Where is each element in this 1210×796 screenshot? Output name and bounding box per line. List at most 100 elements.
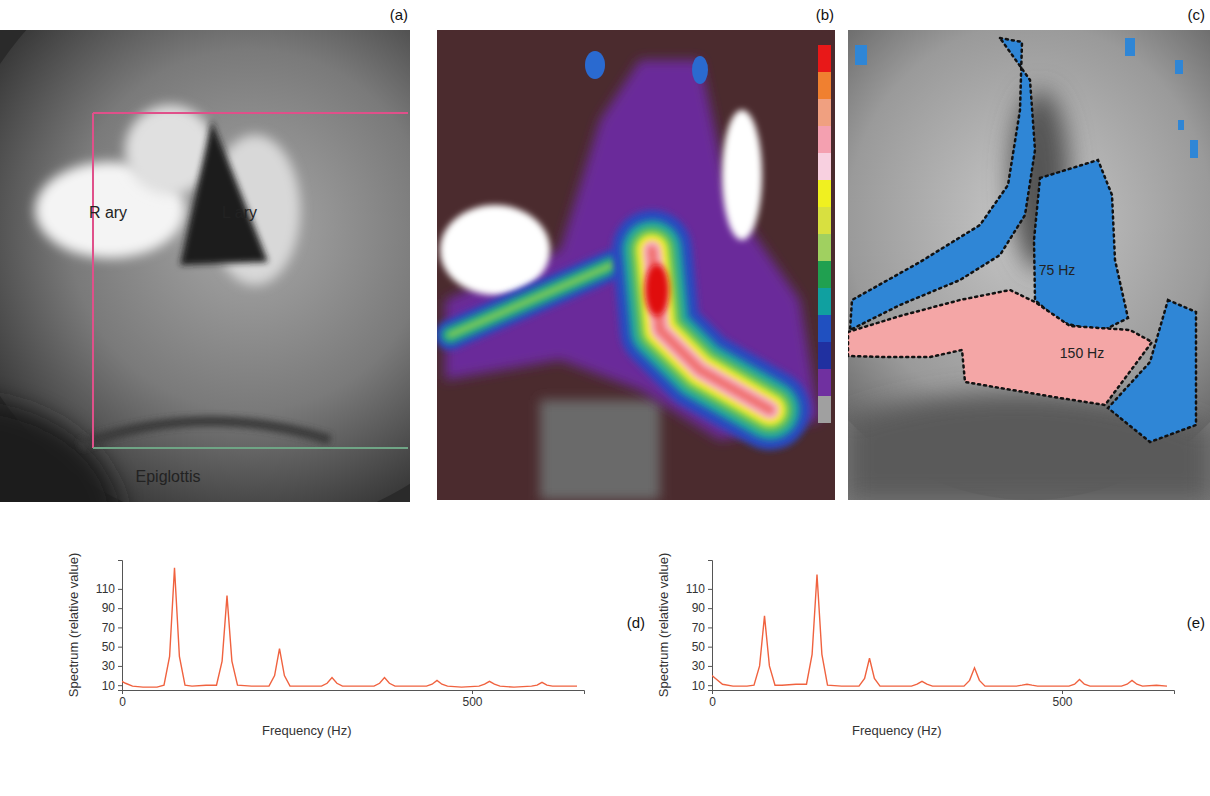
activity-blob [652,250,770,410]
y-tick-label: 70 [692,621,706,635]
x-tick-label: 500 [462,695,482,709]
y-tick-mark [708,647,712,648]
y-tick-label: 50 [692,640,706,654]
image-label: L ary [222,204,257,221]
panel-a [0,30,410,502]
x-axis-title: Frequency (Hz) [262,723,352,738]
colorbar-swatch [818,315,831,342]
y-tick-label: 30 [692,659,706,673]
image-field [848,30,1210,500]
streak [450,265,612,335]
colorbar-swatch [818,288,831,315]
y-tick-label: 110 [96,582,115,596]
scope-edge [0,400,120,502]
blue-speck [1178,120,1184,130]
y-tick-label: 10 [102,679,116,693]
x-axis-line [713,691,1175,695]
streak [450,265,612,335]
blue-region [1108,300,1196,442]
image-label: Epiglottis [136,468,201,485]
white-patch-left [440,205,550,295]
y-tick: 90 [692,601,712,615]
panel-letter: (d) [627,614,645,631]
blue-speck [1125,38,1135,56]
spectrum-chart: 05001030507090110Spectrum (relative valu… [656,553,1205,738]
panel-c [848,30,1210,500]
y-tick-label: 10 [692,679,706,693]
blue-dot [692,56,708,84]
x-axis-line [123,691,585,695]
colorbar-swatch [818,369,831,396]
activity-blob [652,250,770,410]
y-axis-title: Spectrum (relative value) [66,553,81,698]
y-tick: 70 [692,621,712,635]
spectrum-line [122,568,577,687]
roi-left [92,113,94,448]
y-tick-mark [118,685,122,686]
y-tick: 10 [692,679,712,693]
colorbar-swatch [818,180,831,207]
y-tick-label: 30 [102,659,116,673]
activity-blob [652,250,770,410]
map-gray-patch [540,400,660,500]
colorbar-swatch [818,207,831,234]
x-axis: 0 500 [709,690,1174,709]
blue-region [850,38,1035,330]
blue-region [1034,160,1128,332]
activity-blob [652,250,770,410]
y-tick-mark [708,685,712,686]
colorbar-swatch [818,342,831,369]
map-background [437,30,835,500]
x-tick-label: 500 [1052,695,1072,709]
region-label: 75 Hz [1039,262,1076,278]
blue-speck [1190,140,1198,158]
x-tick-mark [1062,690,1063,694]
x-tick-mark [472,690,473,694]
y-tick-label: 110 [686,582,705,596]
y-tick-mark [118,647,122,648]
spectrum-line [712,574,1167,686]
y-axis-line [118,561,123,691]
y-axis: 10 30 50 70 90 110 [686,561,713,693]
y-tick-mark [118,627,122,628]
y-axis: 1030507090110 [96,561,123,693]
activity-blob [652,250,770,410]
y-tick-label: 50 [102,640,116,654]
y-tick: 50 [692,640,712,654]
white-patch-right [722,110,762,240]
activity-peak [645,264,669,316]
blue-speck [855,45,867,65]
y-tick-mark [708,589,712,590]
y-tick-mark [708,627,712,628]
plot-area [122,568,577,687]
plot-area [712,574,1167,686]
colorbar-swatch [818,234,831,261]
x-axis-title: Frequency (Hz) [852,723,942,738]
y-tick: 110 [96,582,122,596]
y-tick-mark [708,666,712,667]
pink-region [848,290,1152,405]
y-tick-mark [118,589,122,590]
colorbar-swatch [818,72,831,99]
x-axis: 0 500 [119,690,584,709]
spectrum-chart: 05001030507090110Spectrum (relative valu… [66,553,645,738]
y-tick: 10 [102,679,122,693]
roi-top [93,112,408,114]
y-axis-line [708,561,713,691]
y-tick-label: 70 [102,621,116,635]
figure: R aryL aryEpiglottis75 Hz150 Hz(a)(b)(c)… [0,0,1210,796]
y-tick: 110 [686,582,712,596]
blue-dot [585,51,605,79]
x-tick: 0 [709,690,716,709]
x-tick-label: 0 [119,695,126,709]
glottis [180,120,268,265]
panel-letter: (b) [816,6,834,23]
y-tick-label: 90 [692,601,706,615]
image-label: R ary [89,204,127,221]
roi-bottom [93,447,408,449]
x-tick: 0 [119,690,126,709]
y-tick: 30 [692,659,712,673]
panel-letter: (a) [390,6,408,23]
y-tick: 50 [102,640,122,654]
epiglottis-edge [80,421,330,445]
